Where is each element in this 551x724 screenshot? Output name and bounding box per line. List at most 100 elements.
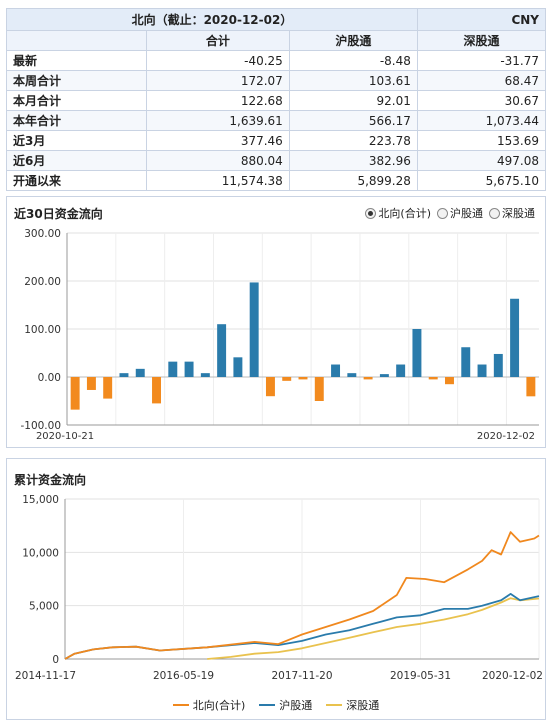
legend-label: 沪股通 xyxy=(279,699,313,712)
y-tick-label: 15,000 xyxy=(22,494,59,506)
cell-sh: 92.01 xyxy=(288,90,418,111)
bar xyxy=(379,374,389,377)
table-row: 本月合计 122.68 92.01 30.67 xyxy=(6,90,547,111)
row-label: 开通以来 xyxy=(6,170,147,191)
bar xyxy=(363,377,373,380)
cell-sh: -8.48 xyxy=(288,50,418,71)
bar xyxy=(282,377,292,381)
row-label: 本年合计 xyxy=(6,110,147,131)
legend-swatch xyxy=(259,704,276,706)
currency-label: CNY xyxy=(416,8,547,31)
bar xyxy=(119,373,129,377)
cell-sh: 5,899.28 xyxy=(288,170,418,191)
cumulative-flow-panel: 累计资金流向 0 5,000 10,000 15,000 2014-11-17 2016-… xyxy=(6,458,546,720)
bar xyxy=(347,373,357,377)
cumulative-flow-line-chart: 0 5,000 10,000 15,000 2014-11-17 2016-05-19 20… xyxy=(15,494,543,682)
legend-label: 北向(合计) xyxy=(192,699,246,712)
bar xyxy=(510,298,520,377)
x-tick-label: 2020-12-02 xyxy=(482,670,543,682)
bar xyxy=(428,377,438,380)
bar xyxy=(135,368,145,377)
cell-total: -40.25 xyxy=(146,50,290,71)
col-header-sz: 深股通 xyxy=(416,30,547,51)
y-tick-label: -100.00 xyxy=(20,420,61,432)
cell-sz: 5,675.10 xyxy=(416,170,547,191)
col-header-sh: 沪股通 xyxy=(288,30,418,51)
radio-unselected-icon xyxy=(437,207,448,219)
legend-north[interactable]: 北向(合计) xyxy=(172,697,246,713)
line-legend: 北向(合计) 沪股通 深股通 xyxy=(7,697,545,713)
radio-label: 深股通 xyxy=(502,207,535,220)
bar xyxy=(298,377,308,380)
row-label: 本月合计 xyxy=(6,90,147,111)
x-tick-label: 2016-05-19 xyxy=(153,670,214,682)
radio-label: 沪股通 xyxy=(450,207,483,220)
bar xyxy=(249,282,259,377)
table-row: 开通以来 11,574.38 5,899.28 5,675.10 xyxy=(6,170,547,191)
bar xyxy=(526,377,536,397)
cell-total: 172.07 xyxy=(146,70,290,91)
legend-sh[interactable]: 沪股通 xyxy=(259,697,312,713)
bar xyxy=(331,364,341,377)
y-tick-label: 0.00 xyxy=(38,372,61,384)
x-tick-label: 2014-11-17 xyxy=(15,670,76,682)
bar xyxy=(200,373,210,377)
legend-swatch xyxy=(172,704,189,706)
legend-sz[interactable]: 深股通 xyxy=(326,697,379,713)
cell-sh: 382.96 xyxy=(288,150,418,171)
legend-swatch xyxy=(326,704,343,706)
cell-sz: 30.67 xyxy=(416,90,547,111)
table-row: 本年合计 1,639.61 566.17 1,073.44 xyxy=(6,110,547,131)
daily-flow-title: 近30日资金流向 xyxy=(14,207,103,221)
y-tick-label: 0 xyxy=(52,654,59,666)
col-header-total: 合计 xyxy=(146,30,290,51)
x-tick-label: 2020-12-02 xyxy=(477,431,535,442)
daily-flow-bar-chart: -100.00 0.00 100.00 200.00 300.00 2020-10-21 2… xyxy=(20,228,539,442)
radio-sh[interactable]: 沪股通 xyxy=(437,205,483,221)
cell-sh: 223.78 xyxy=(288,130,418,151)
cell-total: 377.46 xyxy=(146,130,290,151)
cell-sz: 1,073.44 xyxy=(416,110,547,131)
y-tick-label: 200.00 xyxy=(24,276,61,288)
bar xyxy=(168,361,178,377)
bar xyxy=(477,364,487,377)
bar xyxy=(233,357,243,377)
table-row: 最新 -40.25 -8.48 -31.77 xyxy=(6,50,547,71)
cell-sz: -31.77 xyxy=(416,50,547,71)
daily-flow-panel: 近30日资金流向 北向(合计) 沪股通 深股通 -100.00 0.00 100.0… xyxy=(6,196,546,448)
bar xyxy=(412,329,422,377)
bar xyxy=(265,377,275,397)
bar xyxy=(314,377,324,401)
cell-sz: 497.08 xyxy=(416,150,547,171)
radio-selected-icon xyxy=(365,207,377,219)
north-flow-summary-table: 北向（截止：2020-12-02） CNY 合计 沪股通 深股通 最新 -40.… xyxy=(6,8,547,191)
y-tick-label: 100.00 xyxy=(24,324,61,336)
row-label: 近6月 xyxy=(6,150,147,171)
radio-label: 北向(合计) xyxy=(378,207,431,220)
table-row: 本周合计 172.07 103.61 68.47 xyxy=(6,70,547,91)
radio-sz[interactable]: 深股通 xyxy=(489,205,535,221)
cell-sz: 68.47 xyxy=(416,70,547,91)
bar xyxy=(70,377,80,410)
row-label: 近3月 xyxy=(6,130,147,151)
row-label: 本周合计 xyxy=(6,70,147,91)
header-blank xyxy=(6,30,147,51)
x-tick-label: 2017-11-20 xyxy=(271,670,332,682)
cell-sz: 153.69 xyxy=(416,130,547,151)
table-title: 北向（截止：2020-12-02） xyxy=(6,8,418,31)
bar xyxy=(461,347,471,377)
radio-north[interactable]: 北向(合计) xyxy=(365,205,431,221)
y-tick-label: 5,000 xyxy=(29,601,59,613)
cell-sh: 566.17 xyxy=(288,110,418,131)
bar xyxy=(493,353,503,377)
cell-total: 1,639.61 xyxy=(146,110,290,131)
bar xyxy=(445,377,454,385)
cumulative-flow-title: 累计资金流向 xyxy=(14,473,87,487)
cell-total: 880.04 xyxy=(146,150,290,171)
radio-unselected-icon xyxy=(489,207,500,219)
table-row: 近3月 377.46 223.78 153.69 xyxy=(6,130,547,151)
y-tick-label: 10,000 xyxy=(22,547,59,559)
bar xyxy=(184,361,194,377)
bar xyxy=(217,324,227,377)
series-radio-group: 北向(合计) 沪股通 深股通 xyxy=(365,205,535,221)
